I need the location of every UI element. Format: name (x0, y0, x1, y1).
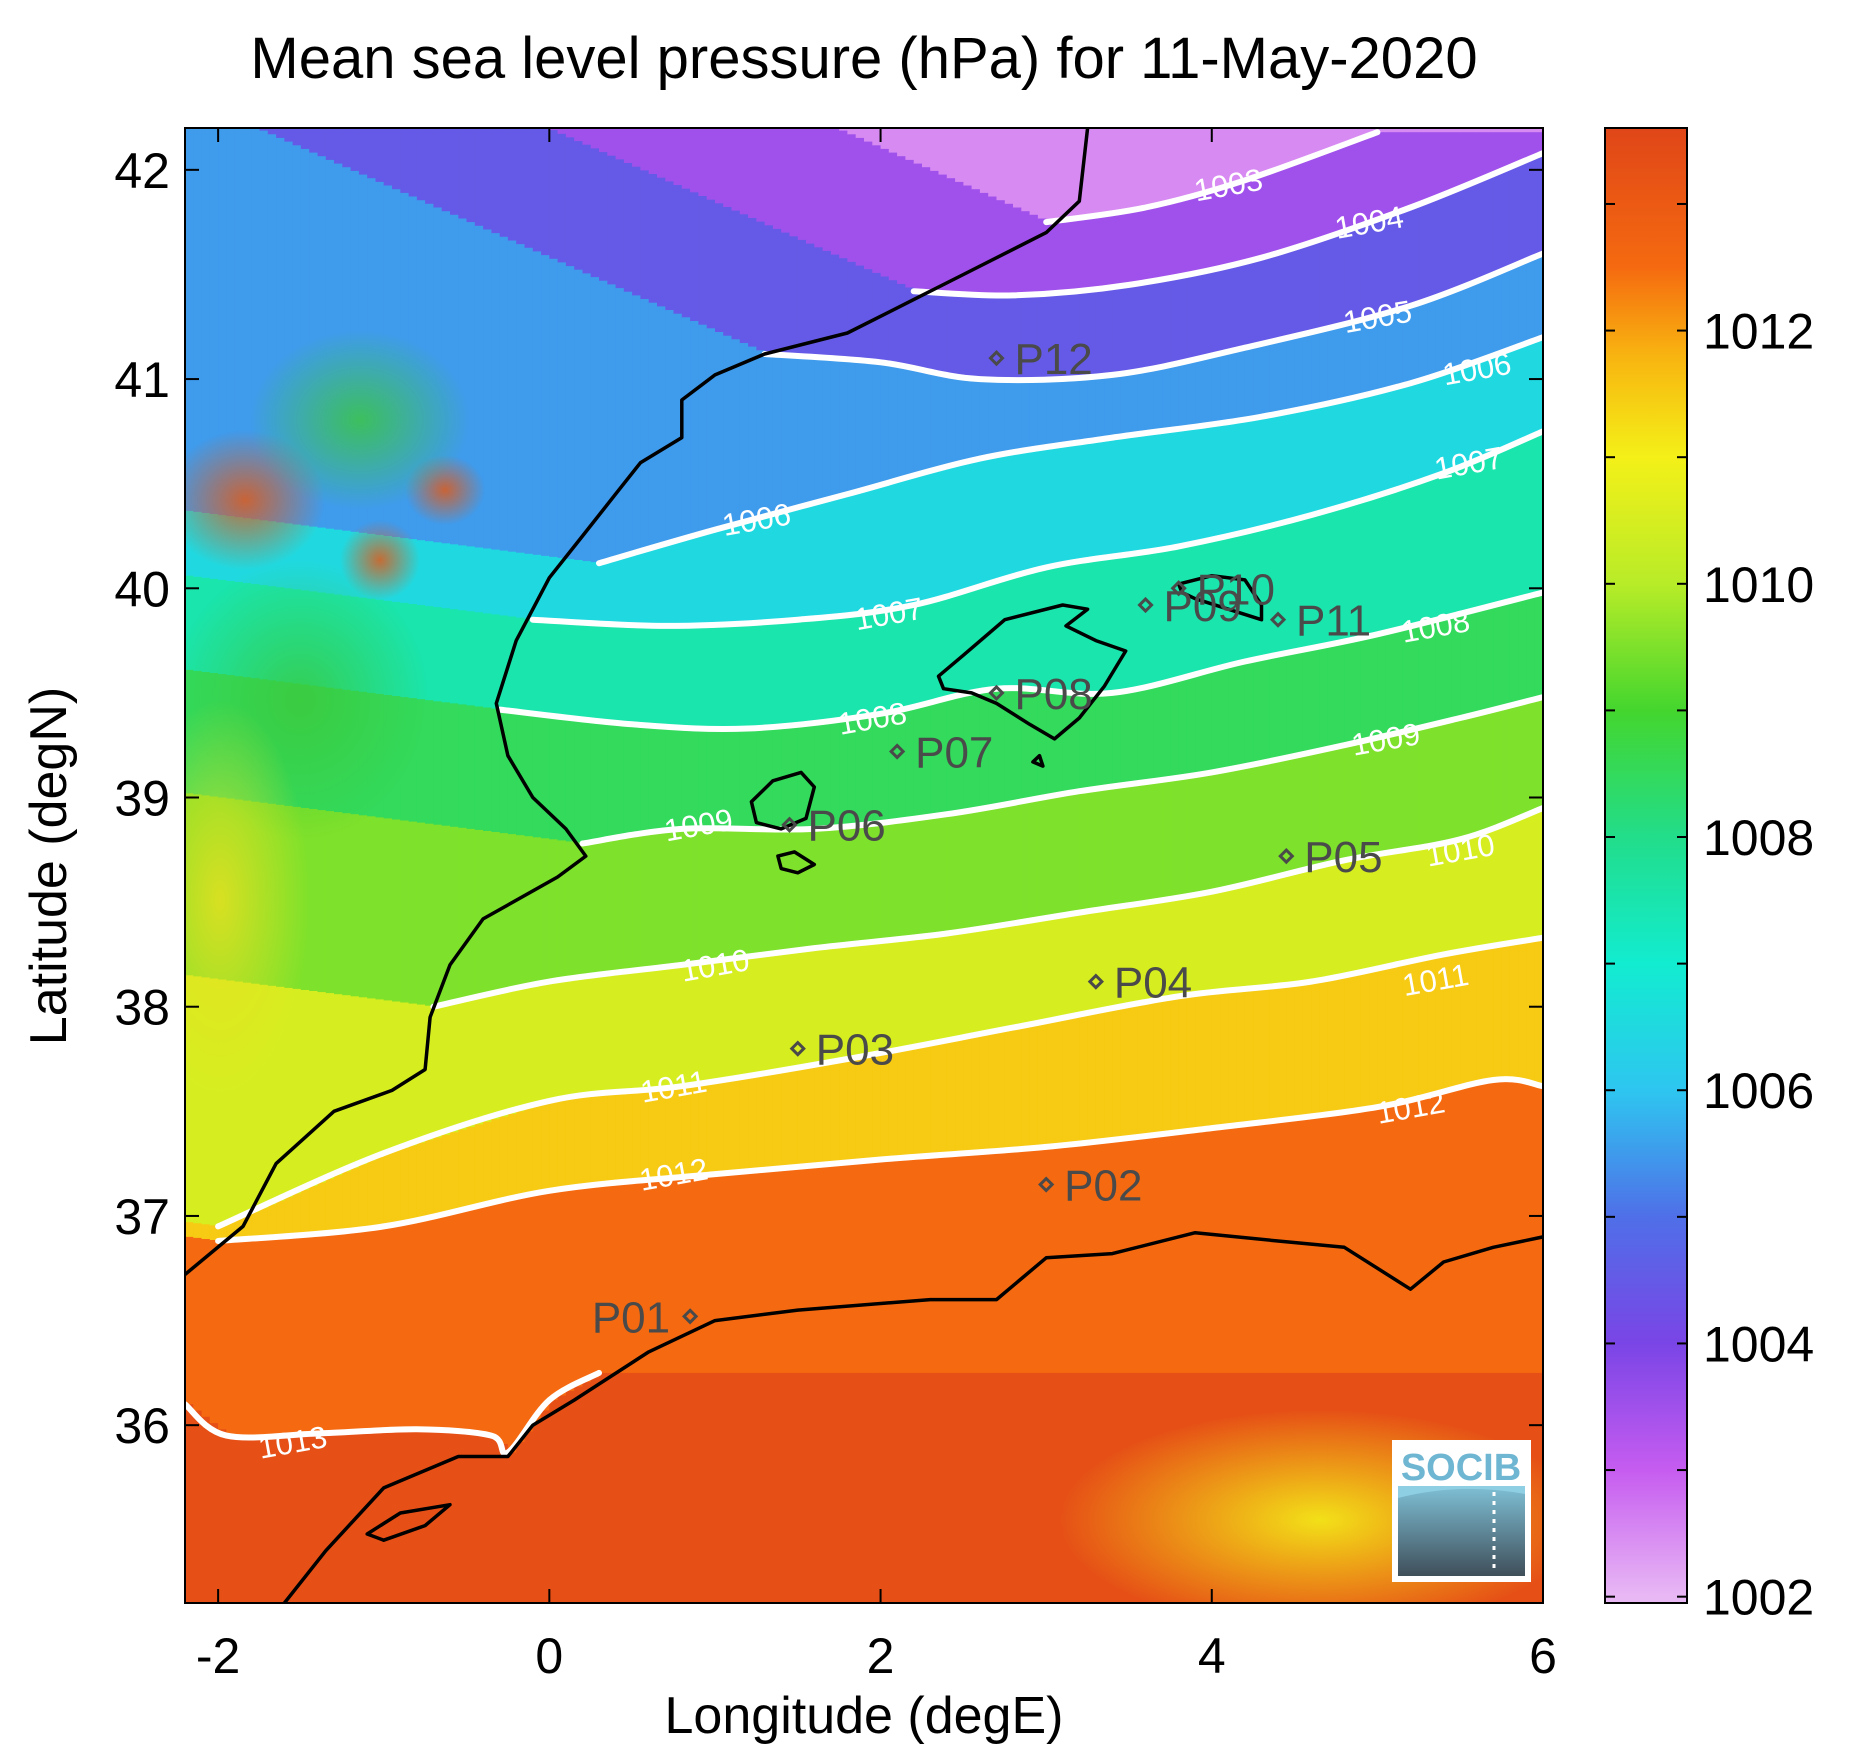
isobar-1005 (761, 250, 1543, 384)
colorbar-tick-label: 1006 (1703, 1063, 1814, 1119)
isobar-1013 (185, 1369, 602, 1457)
isobar-1012 (215, 1076, 1543, 1244)
x-tick-label: 0 (535, 1628, 563, 1684)
isobar-1010 (430, 805, 1543, 1010)
station-label-p02: P02 (1064, 1162, 1142, 1211)
colorbar-ticks: 1002 1004 1006 1008 1010 1012 (1605, 202, 1814, 1626)
station-marker-p01 (681, 1308, 699, 1325)
isobar-1004 (910, 150, 1543, 299)
coastline-menorca (1176, 573, 1264, 622)
station-marker-p05 (1278, 847, 1295, 865)
isobar-1008 (496, 589, 1543, 733)
colorbar: 1002 1004 1006 1008 1010 1012 (1604, 127, 1814, 1626)
station-label-p11: P11 (1296, 597, 1371, 646)
station-marker-p06 (781, 816, 798, 833)
station-marker-p02 (1038, 1176, 1055, 1193)
y-tick-label: 40 (114, 561, 170, 617)
coastline-cabrera (1031, 753, 1045, 768)
coastline-iberia (185, 128, 1090, 1276)
isobar-contours (185, 129, 1543, 1457)
coastline-africa (283, 1230, 1543, 1603)
colorbar-tick-label: 1008 (1703, 810, 1814, 866)
station-marker-p07 (889, 743, 906, 760)
isobar-1006 (596, 334, 1543, 567)
colorbar-gradient (1604, 127, 1688, 1604)
y-tick-label: 36 (114, 1398, 170, 1454)
colorbar-tick-label: 1010 (1703, 557, 1814, 613)
isobar-1007 (529, 428, 1543, 629)
x-tick-label: -2 (196, 1628, 240, 1684)
station-marker-p04 (1087, 973, 1104, 990)
x-tick-label: 2 (867, 1628, 895, 1684)
chart-title: Mean sea level pressure (hPa) for 11-May… (250, 26, 1477, 91)
colorbar-tick-label: 1002 (1703, 1570, 1814, 1626)
station-label-p04: P04 (1114, 959, 1192, 1008)
station-label-p07: P07 (915, 728, 993, 777)
station-label-p08: P08 (1014, 670, 1092, 719)
socib-logo: SOCIB (1392, 1440, 1531, 1582)
x-tick-label: 6 (1529, 1628, 1557, 1684)
coastline-formentera (776, 850, 817, 875)
station-label-p12: P12 (1014, 335, 1092, 384)
coastline-ibiza (749, 770, 817, 831)
coastline-mallorca (936, 603, 1128, 741)
y-tick-label: 42 (114, 143, 170, 199)
y-axis-title: Latitude (degN) (20, 687, 78, 1045)
x-axis-ticks: -2 0 2 4 6 (196, 128, 1557, 1684)
pressure-field (185, 128, 1543, 1603)
station-marker-p08 (988, 684, 1005, 702)
station-label-p03: P03 (816, 1026, 894, 1075)
y-tick-label: 37 (114, 1189, 170, 1245)
map-panel: 1003100410051006100610071007100810081009… (114, 127, 1557, 1684)
y-axis-ticks: 36 37 38 39 40 41 42 (114, 143, 1543, 1454)
station-label-p10: P10 (1197, 565, 1275, 614)
colorbar-tick-label: 1004 (1703, 1316, 1814, 1372)
station-label-p05: P05 (1304, 833, 1382, 882)
station-label-p06: P06 (807, 802, 885, 851)
station-marker-p10 (1170, 580, 1187, 597)
station-marker-p09 (1137, 596, 1154, 614)
isobar-1009 (579, 694, 1543, 847)
colorbar-tick-label: 1012 (1703, 304, 1814, 360)
isobar-1011 (215, 934, 1543, 1230)
y-tick-label: 38 (114, 980, 170, 1036)
map-frame (184, 127, 1544, 1604)
x-tick-label: 4 (1198, 1628, 1226, 1684)
station-marker-p12 (988, 350, 1005, 367)
isobar-1003 (1043, 129, 1381, 226)
y-tick-label: 39 (114, 771, 170, 827)
coastline (185, 128, 1543, 1603)
station-marker-p03 (789, 1040, 806, 1057)
station-label-p01: P01 (592, 1293, 670, 1342)
x-axis-title: Longitude (degE) (665, 1687, 1064, 1745)
logo-text: SOCIB (1401, 1447, 1521, 1489)
station-marker-p11 (1269, 611, 1287, 628)
coastline-alboran (365, 1502, 452, 1542)
y-tick-label: 41 (114, 352, 170, 408)
